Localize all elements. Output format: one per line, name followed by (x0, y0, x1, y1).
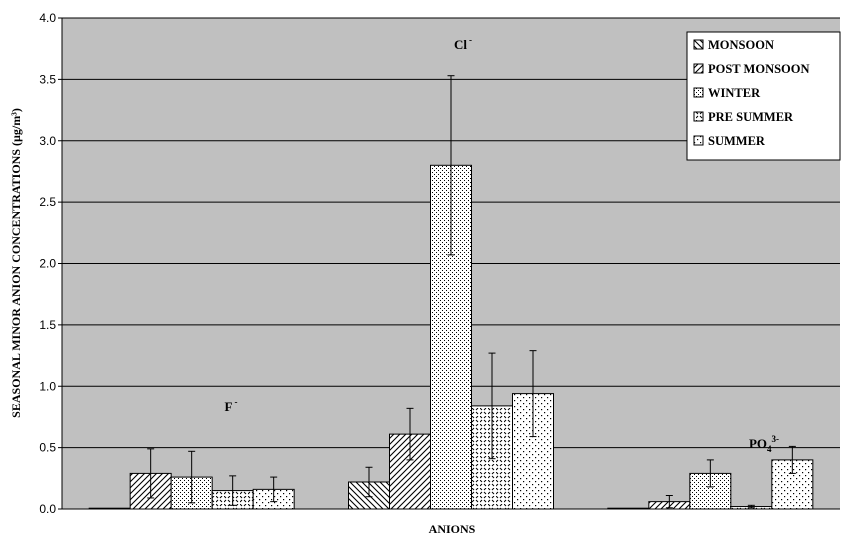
y-tick-label: 0.0 (39, 502, 56, 516)
legend-swatch-1 (693, 63, 704, 74)
legend-label-1: POST MONSOON (708, 62, 810, 76)
anion-label-2: PO43- (749, 434, 779, 454)
y-tick-label: 4.0 (39, 11, 56, 25)
y-tick-label: 1.5 (39, 318, 56, 332)
legend-swatch-3 (693, 111, 704, 122)
y-tick-labels: 0.0 0.5 1.0 1.5 2.0 2.5 3.0 3.5 4.0 (39, 11, 62, 516)
legend-box (686, 31, 841, 161)
anion-label-1: Cl - (454, 35, 472, 52)
y-tick-label: 2.5 (39, 195, 56, 209)
error-bar-group (147, 75, 796, 509)
legend-label-2: WINTER (708, 86, 761, 100)
y-tick-label: 1.0 (39, 379, 56, 393)
y-tick-label: 0.5 (39, 441, 56, 455)
anion-label-0: F- (225, 397, 238, 414)
y-axis-title: SEASONAL MINOR ANION CONCENTRATIONS (µg/… (9, 108, 23, 418)
x-axis-title: ANIONS (429, 522, 476, 536)
y-tick-label: 3.0 (39, 134, 56, 148)
anion-labels: F - Cl - PO43- (225, 35, 780, 454)
legend-swatch-0 (693, 39, 704, 50)
y-tick-label: 2.0 (39, 257, 56, 271)
legend-label-0: MONSOON (708, 38, 774, 52)
legend-swatch-4 (693, 135, 704, 146)
legend-swatch-2 (693, 87, 704, 98)
legend: MONSOON POST MONSOON WINTER PRE SUMMER SUMME… (686, 31, 841, 161)
legend-label-3: PRE SUMMER (708, 110, 794, 124)
legend-label-4: SUMMER (708, 134, 766, 148)
y-tick-label: 3.5 (39, 72, 56, 86)
